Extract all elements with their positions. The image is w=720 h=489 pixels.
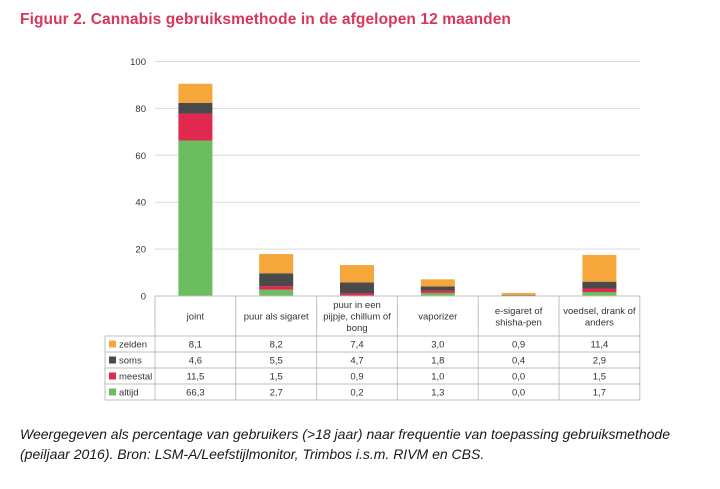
legend-label: meestal xyxy=(119,372,152,383)
legend-label: soms xyxy=(119,356,142,367)
bar-segment-soms xyxy=(420,286,455,291)
figure-caption: Weergegeven als percentage van gebruiker… xyxy=(20,426,670,462)
data-label: 0,2 xyxy=(350,388,363,399)
legend-label: altijd xyxy=(119,388,139,399)
x-tick-label-line: joint xyxy=(186,312,205,323)
data-label: 11,5 xyxy=(187,372,205,383)
bar-segment-meestal xyxy=(582,288,617,293)
y-tick-label: 100 xyxy=(130,57,146,68)
data-label: 8,2 xyxy=(270,340,283,351)
legend-swatch-altijd xyxy=(109,388,116,396)
x-tick-label-line: vaporizer xyxy=(418,312,457,323)
x-tick-label-line: puur als sigaret xyxy=(244,312,309,323)
bar-segment-altijd xyxy=(420,292,455,296)
x-tick-label: joint xyxy=(186,312,205,323)
legend-swatch-soms xyxy=(109,356,116,364)
data-label: 4,7 xyxy=(350,356,363,367)
legend-label: zelden xyxy=(119,340,147,351)
x-tick-label-line: puur in een xyxy=(333,300,381,311)
bar-segment-zelden xyxy=(420,279,455,287)
data-label: 66,3 xyxy=(186,388,205,399)
data-label: 0,0 xyxy=(512,388,525,399)
bar-segment-zelden xyxy=(501,292,536,296)
stacked-bar-chart: 0 20 40 60 80 100 joint puur als sigaret puur i… xyxy=(104,57,641,401)
bar-segment-altijd xyxy=(582,292,617,296)
bar-segment-soms xyxy=(259,273,294,287)
data-table: joint puur als sigaret puur in een pijpje, … xyxy=(104,295,641,401)
legend-swatch-zelden xyxy=(109,340,116,348)
bar-segment-altijd xyxy=(259,289,294,296)
bar-segment-meestal xyxy=(420,290,455,293)
bar-segment-soms xyxy=(340,282,374,294)
data-label: 1,5 xyxy=(593,372,606,383)
y-tick-label: 0 xyxy=(141,292,146,303)
data-label: 0,9 xyxy=(512,340,525,351)
data-label: 11,4 xyxy=(591,340,609,351)
data-label: 1,7 xyxy=(593,388,606,399)
data-label: 0,4 xyxy=(512,356,525,367)
data-label: 0,0 xyxy=(512,372,525,383)
x-tick-label: vaporizer xyxy=(418,312,457,323)
x-tick-label: puur in een pijpje, chillum of bong xyxy=(323,300,391,334)
y-tick-label: 60 xyxy=(135,151,146,162)
bar-segment-soms xyxy=(178,102,213,114)
data-label: 7,4 xyxy=(350,340,363,351)
bar-segment-meestal xyxy=(178,113,213,141)
data-label: 8,1 xyxy=(189,340,202,351)
data-label: 0,9 xyxy=(350,372,363,383)
x-tick-label: e-sigaret of shisha-pen xyxy=(495,306,543,329)
data-label: 1,3 xyxy=(431,388,444,399)
bars xyxy=(178,83,617,297)
x-tick-label-line: pijpje, chillum of xyxy=(323,312,391,323)
data-label: 4,6 xyxy=(189,356,202,367)
data-label: 3,0 xyxy=(431,340,444,351)
y-tick-label: 20 xyxy=(135,245,146,256)
x-tick-label: voedsel, drank of anders xyxy=(563,306,636,329)
bar-segment-zelden xyxy=(340,265,374,283)
x-tick-label-line: bong xyxy=(346,323,367,334)
bar-segment-zelden xyxy=(259,254,294,274)
x-tick-label: puur als sigaret xyxy=(244,312,309,323)
bar-segment-soms xyxy=(582,281,617,289)
x-tick-label-line: anders xyxy=(585,317,614,328)
bar-segment-altijd xyxy=(178,140,213,296)
data-label: 5,5 xyxy=(270,356,283,367)
figure-title: Figuur 2. Cannabis gebruiksmethode in de… xyxy=(20,11,511,28)
bar-segment-meestal xyxy=(259,286,294,290)
y-axis-tick-labels: 0 20 40 60 80 100 xyxy=(130,57,146,303)
data-label: 2,9 xyxy=(593,356,606,367)
legend-swatch-meestal xyxy=(109,372,116,380)
data-label: 1,5 xyxy=(270,372,283,383)
data-label: 1,8 xyxy=(431,356,444,367)
y-tick-label: 40 xyxy=(135,198,146,209)
y-tick-label: 80 xyxy=(135,104,146,115)
x-tick-label-line: e-sigaret of xyxy=(495,306,543,317)
gridlines xyxy=(155,61,640,297)
bar-segment-zelden xyxy=(582,254,617,282)
x-tick-label-line: voedsel, drank of xyxy=(563,306,636,317)
bar-segment-meestal xyxy=(340,293,374,296)
bar-segment-zelden xyxy=(178,83,213,103)
x-tick-label-line: shisha-pen xyxy=(495,317,541,328)
data-label: 1,0 xyxy=(431,372,444,383)
data-label: 2,7 xyxy=(270,388,283,399)
